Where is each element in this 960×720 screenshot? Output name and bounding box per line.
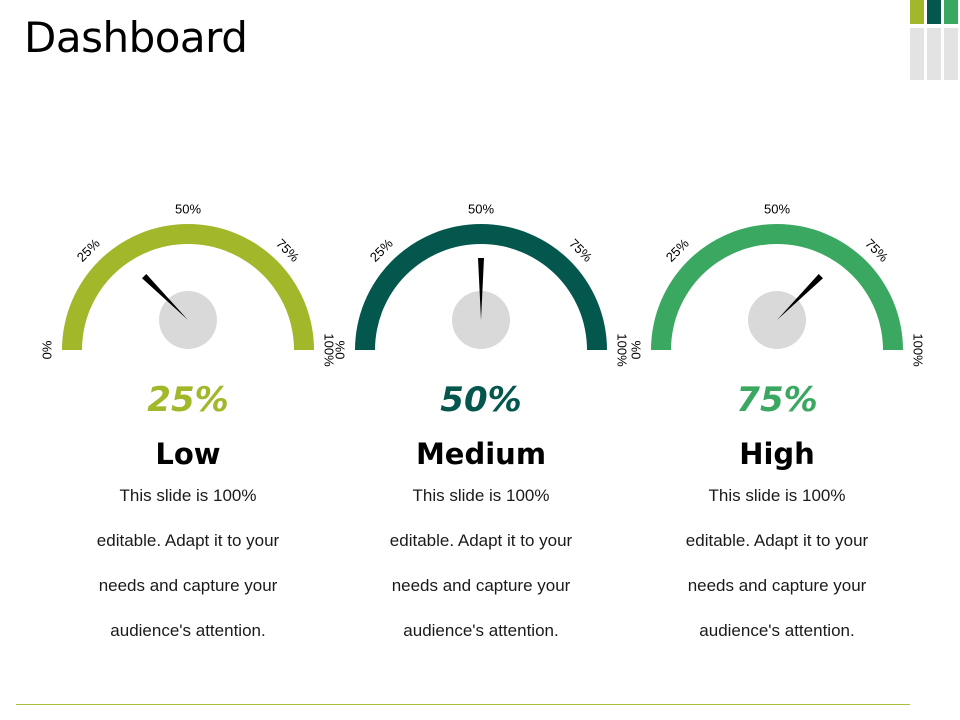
gauge-needle xyxy=(777,274,823,320)
description-line: audience's attention. xyxy=(403,621,559,640)
description-line: editable. Adapt it to your xyxy=(96,531,280,550)
deco-bar-teal xyxy=(927,0,941,24)
description-line: needs and capture your xyxy=(687,576,867,595)
gauge-tick-label: 75% xyxy=(566,236,595,265)
gauge-card-high: 0% 25% 50% 75% 100% 75% High This slide is 1… xyxy=(627,180,927,660)
description-line: audience's attention. xyxy=(699,621,855,640)
page-title: Dashboard xyxy=(24,13,248,62)
gauge-tick-label: 0% xyxy=(628,340,643,359)
gauge-high: 0% 25% 50% 75% 100% xyxy=(628,201,925,367)
gauge-needle xyxy=(142,274,188,320)
description-line: This slide is 100% xyxy=(708,486,846,505)
gauge-level-label: Medium xyxy=(415,437,547,471)
deco-bar-gray xyxy=(944,28,958,80)
gauge-value: 75% xyxy=(736,380,818,420)
gauge-level-label: High xyxy=(739,437,815,471)
gauge-tick-label: 75% xyxy=(273,236,302,265)
gauge-card-medium: 0% 25% 50% 75% 100% 50% Medium This slide is… xyxy=(331,180,631,660)
gauge-needle xyxy=(478,258,484,320)
corner-decoration xyxy=(908,0,960,82)
gauge-description: This slide is 100% editable. Adapt it to… xyxy=(331,480,631,660)
description-line: editable. Adapt it to your xyxy=(685,531,869,550)
deco-bar-green xyxy=(944,0,958,24)
gauge-card-low: 0% 25% 50% 75% 100% 25% Low This slide is 10… xyxy=(38,180,338,660)
gauge-arc xyxy=(62,224,314,350)
description-line: editable. Adapt it to your xyxy=(389,531,573,550)
gauge-tick-label: 0% xyxy=(39,340,54,359)
description-line: needs and capture your xyxy=(98,576,278,595)
deco-bar-lime xyxy=(910,0,924,24)
gauge-arc xyxy=(651,224,903,350)
gauge-tick-label: 50% xyxy=(468,201,494,216)
description-line: This slide is 100% xyxy=(412,486,550,505)
gauge-description: This slide is 100% editable. Adapt it to… xyxy=(627,480,927,660)
gauge-tick-label: 0% xyxy=(332,340,347,359)
gauge-tick-label: 50% xyxy=(175,201,201,216)
description-line: audience's attention. xyxy=(110,621,266,640)
gauge-description: This slide is 100% editable. Adapt it to… xyxy=(38,480,338,660)
gauge-arc xyxy=(355,224,607,350)
gauge-low: 0% 25% 50% 75% 100% xyxy=(39,201,336,367)
deco-bar-gray xyxy=(910,28,924,80)
description-line: needs and capture your xyxy=(391,576,571,595)
gauge-tick-label: 100% xyxy=(911,333,926,367)
gauge-medium: 0% 25% 50% 75% 100% xyxy=(332,201,629,367)
gauge-tick-label: 100% xyxy=(615,333,630,367)
gauge-tick-label: 75% xyxy=(862,236,891,265)
gauge-tick-label: 50% xyxy=(764,201,790,216)
footer-rule xyxy=(16,704,910,705)
gauge-value: 50% xyxy=(440,380,522,420)
gauge-tick-label: 25% xyxy=(367,235,396,264)
deco-bar-gray xyxy=(927,28,941,80)
description-line: This slide is 100% xyxy=(119,486,257,505)
gauge-level-label: Low xyxy=(155,437,221,471)
gauge-tick-label: 25% xyxy=(663,235,692,264)
gauge-value: 25% xyxy=(147,380,229,420)
gauge-tick-label: 100% xyxy=(322,333,337,367)
gauge-tick-label: 25% xyxy=(74,235,103,264)
